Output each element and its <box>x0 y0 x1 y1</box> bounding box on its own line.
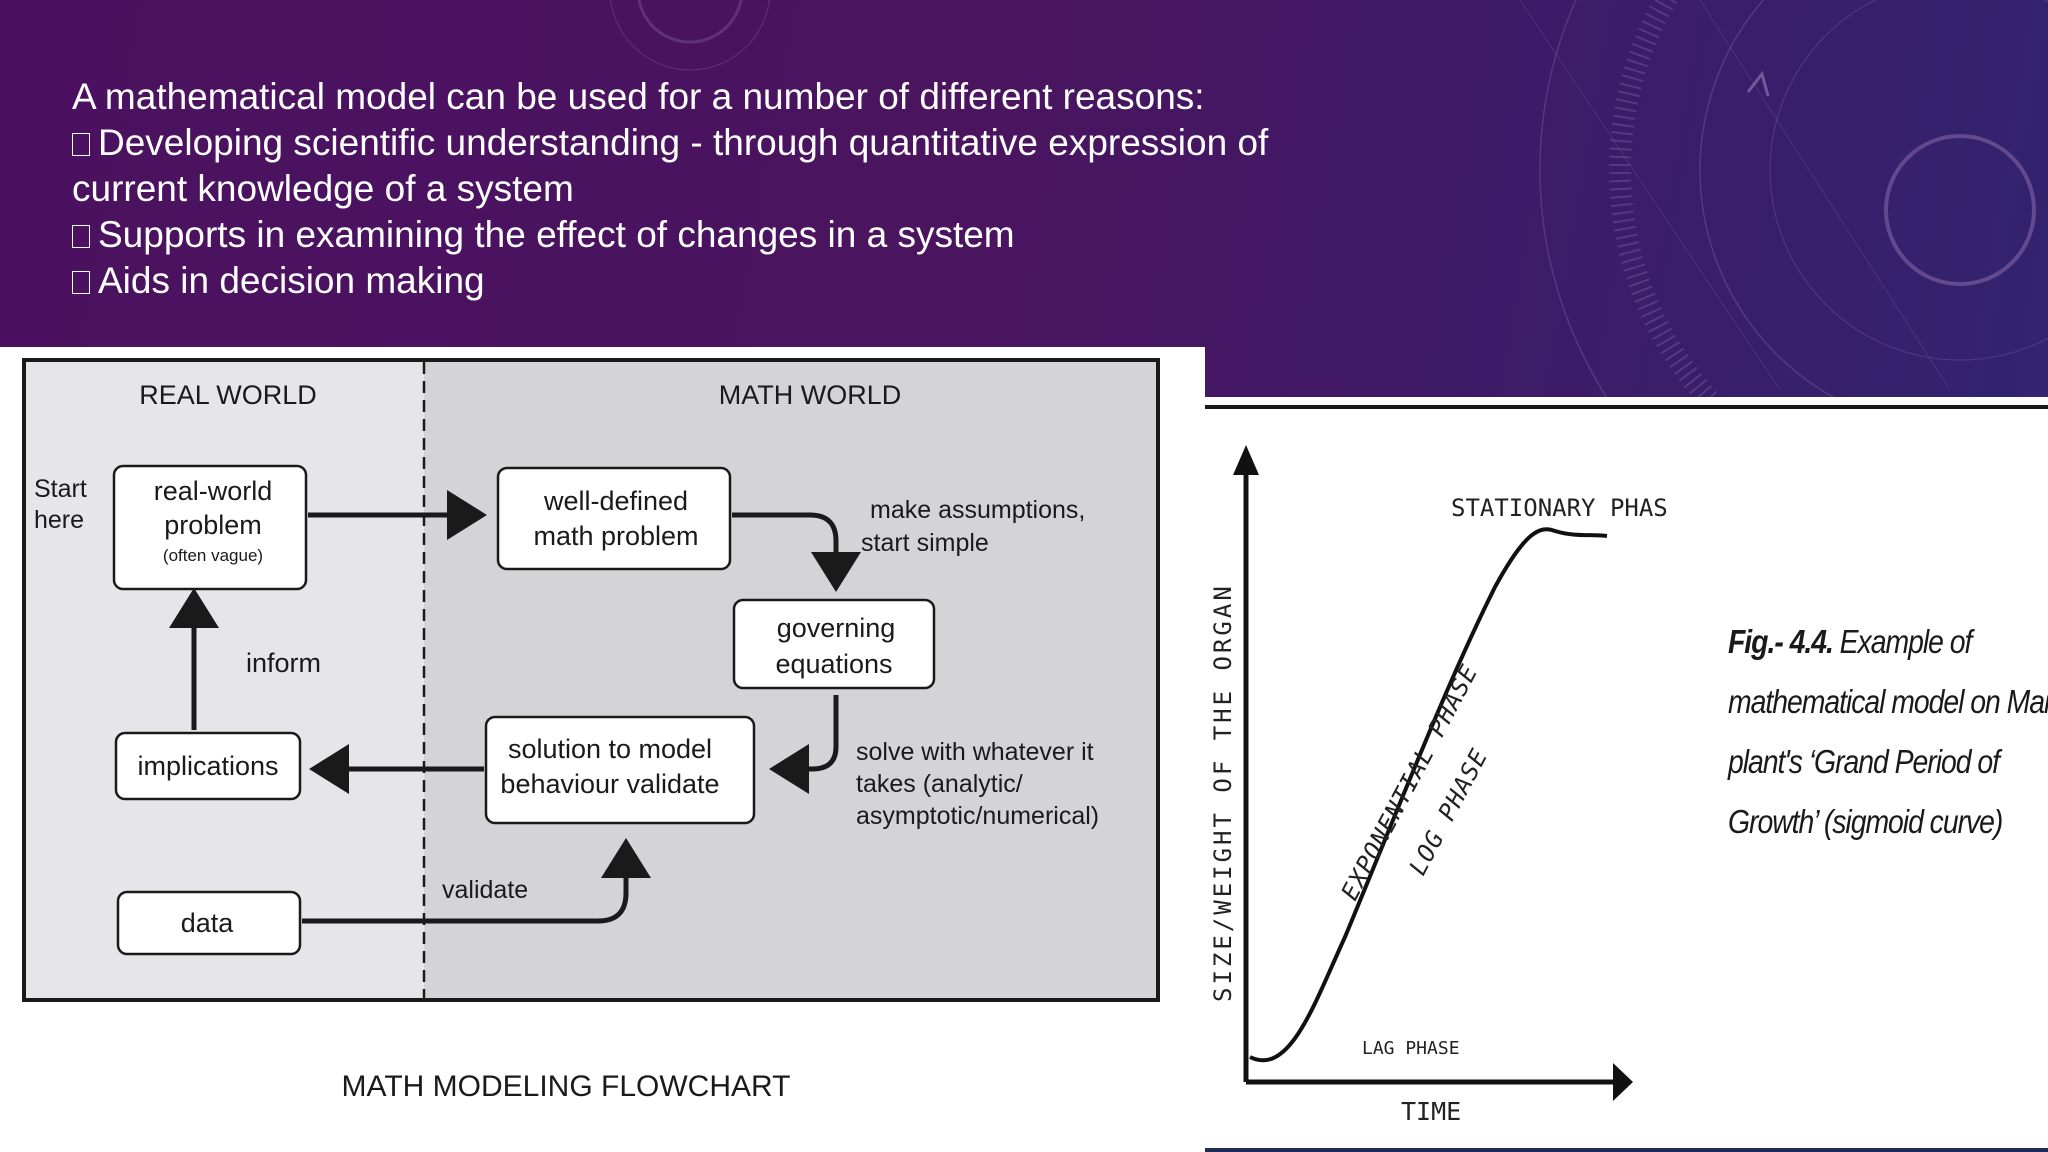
arrow-to-equations <box>732 512 861 592</box>
flowchart-panel: REAL WORLD MATH WORLD Start here <box>0 347 1205 1152</box>
growth-curve-chart: SIZE/WEIGHT OF THE ORGAN TIME STATIONARY… <box>1205 405 2048 1152</box>
x-axis-label: TIME <box>1401 1097 1461 1126</box>
assumptions-note: start simple <box>861 529 989 557</box>
governing-equations-text: equations <box>775 649 892 679</box>
flowchart-caption: MATH MODELING FLOWCHART <box>342 1070 791 1103</box>
assumptions-note: make assumptions, <box>870 496 1085 524</box>
arrow-validate <box>302 838 651 924</box>
data-box <box>116 890 302 956</box>
bullet-item: Developing scientific understanding - th… <box>72 120 1372 166</box>
real-world-problem-note: (often vague) <box>163 546 263 565</box>
caption-line: plant's ‘Grand Period of <box>1728 743 2000 780</box>
bullet-item: Aids in decision making <box>72 258 1372 304</box>
math-problem-text: math problem <box>533 521 698 551</box>
math-problem-text: well-defined <box>543 486 688 516</box>
sigmoid-curve <box>1249 527 1608 1063</box>
bullet-box-icon <box>72 133 90 156</box>
caption-line: Growth’ (sigmoid curve) <box>1728 803 2003 840</box>
solution-text: behaviour validate <box>500 769 719 799</box>
growth-curve-panel: SIZE/WEIGHT OF THE ORGAN TIME STATIONARY… <box>1205 397 2048 1152</box>
math-world-header: MATH WORLD <box>719 380 902 410</box>
caption-line: mathematical model on Maize <box>1728 683 2048 720</box>
x-axis-arrow-icon <box>1613 1063 1633 1101</box>
figure-label: Fig.- 4.4. <box>1728 623 1834 660</box>
flowchart-frame <box>22 358 1160 1002</box>
bullet-item: Supports in examining the effect of chan… <box>72 212 1372 258</box>
real-world-problem-text: real-world <box>154 476 273 506</box>
y-axis-label: SIZE/WEIGHT OF THE ORGAN <box>1209 583 1237 1002</box>
solve-note: solve with whatever it <box>856 738 1094 766</box>
math-problem-box <box>496 466 732 571</box>
intro-text: A mathematical model can be used for a n… <box>72 76 1205 117</box>
implications-box <box>114 731 302 801</box>
caption-line: Fig.- 4.4. Example of <box>1728 612 1995 672</box>
real-world-header: REAL WORLD <box>139 380 317 410</box>
bullet-continuation: current knowledge of a system <box>72 168 574 209</box>
start-here-label: here <box>34 506 84 534</box>
bullet-list: A mathematical model can be used for a n… <box>72 74 1372 304</box>
solve-note: asymptotic/numerical) <box>856 802 1099 830</box>
validate-label: validate <box>442 876 528 904</box>
arrow-to-solution <box>769 695 839 794</box>
stationary-phase-label: STATIONARY PHAS <box>1451 494 1668 522</box>
data-text: data <box>181 908 235 938</box>
bullet-box-icon <box>72 271 90 294</box>
real-world-problem-box <box>112 464 308 591</box>
flowchart-diagram: REAL WORLD MATH WORLD Start here <box>22 358 1160 1103</box>
start-here-label: Start <box>34 475 87 503</box>
lag-phase-label: LAG PHASE <box>1362 1038 1460 1059</box>
caption-text: Example of <box>1832 623 1973 660</box>
bullet-text: Developing scientific understanding - th… <box>98 122 1269 163</box>
solution-text: solution to model <box>508 734 712 764</box>
figure-caption: Fig.- 4.4. Example of mathematical model… <box>1728 612 2048 852</box>
implications-text: implications <box>137 751 278 781</box>
bullet-box-icon <box>72 225 90 248</box>
y-axis-arrow-icon <box>1233 445 1259 475</box>
solve-note: takes (analytic/ <box>856 770 1023 798</box>
solution-box <box>484 715 756 825</box>
panel-bottom-border <box>1205 1148 2048 1152</box>
bullet-text: Aids in decision making <box>98 260 485 301</box>
inform-label: inform <box>246 648 321 678</box>
decorative-dial-graphic <box>610 0 2048 400</box>
governing-equations-text: governing <box>777 613 896 643</box>
governing-equations-box <box>732 598 936 690</box>
bullet-text: Supports in examining the effect of chan… <box>98 214 1015 255</box>
real-world-problem-text: problem <box>164 510 262 540</box>
